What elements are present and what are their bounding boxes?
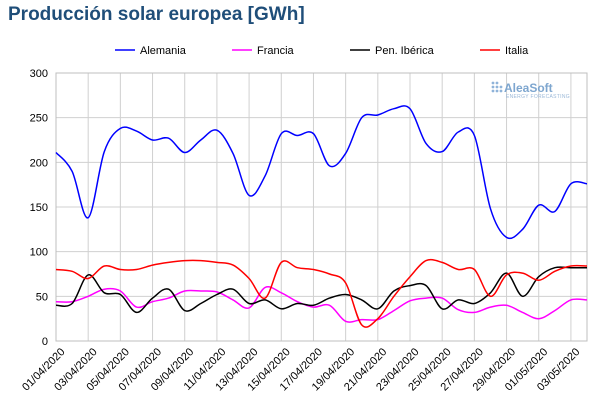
logo-dot	[491, 81, 495, 85]
y-axis: 0 50 100 150 200 250 300	[30, 68, 48, 348]
legend-label: Francia	[257, 45, 295, 57]
logo-dot	[495, 81, 499, 85]
y-tick-label: 0	[42, 336, 48, 348]
y-tick-label: 100	[30, 247, 48, 259]
series-line-alemania	[55, 105, 588, 240]
plot-border	[55, 72, 588, 342]
y-tick-label: 250	[30, 113, 48, 125]
logo-dots-icon	[491, 81, 503, 93]
legend-label: Italia	[505, 45, 529, 57]
y-tick-label: 200	[30, 157, 48, 169]
series-lines	[55, 105, 588, 328]
legend-label: Pen. Ibérica	[375, 45, 435, 57]
logo-dot	[499, 89, 503, 93]
logo-dot	[499, 85, 503, 89]
y-tick-label: 150	[30, 202, 48, 214]
logo-dot	[491, 85, 495, 89]
aleasoft-logo: AleaSoft ENERGY FORECASTING	[491, 81, 570, 100]
chart-title: Producción solar europea [GWh]	[8, 4, 305, 25]
series-line-francia	[55, 286, 588, 323]
gridlines	[55, 72, 587, 342]
legend: Alemania Francia Pen. Ibérica Italia	[115, 45, 529, 57]
logo-name: AleaSoft	[504, 81, 553, 95]
series-line-italia	[55, 258, 588, 328]
logo-tagline: ENERGY FORECASTING	[506, 94, 570, 100]
series-line-pen-iberica	[55, 266, 587, 314]
x-axis: 01/04/202003/04/202005/04/202007/04/2020…	[20, 346, 582, 393]
logo-dot	[491, 89, 495, 93]
logo-dot	[495, 85, 499, 89]
legend-label: Alemania	[140, 45, 187, 57]
plot-area-border	[55, 72, 588, 342]
y-tick-label: 300	[30, 68, 48, 80]
y-tick-label: 50	[36, 291, 48, 303]
logo-dot	[495, 89, 499, 93]
